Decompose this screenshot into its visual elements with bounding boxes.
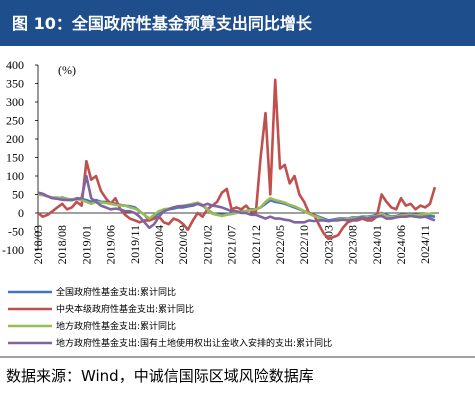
x-tick-label: 2019/01: [79, 225, 93, 264]
source: 数据来源：Wind，中诚信国际区域风险数据库: [6, 367, 314, 385]
y-tick-label: -100: [2, 243, 24, 257]
x-tick-label: 2021/02: [200, 225, 214, 264]
y-tick-label: 150: [6, 151, 24, 165]
x-tick-label: 2021/07: [225, 225, 239, 264]
x-tick-label: 2021/12: [249, 225, 263, 264]
x-tick-label: 2024/01: [370, 225, 384, 264]
y-tick-label: 50: [12, 188, 24, 202]
x-tick-label: 2024/11: [418, 225, 432, 264]
legend-label: 地方政府性基金支出:国有土地使用权出让金收入安排的支出:累计同比: [56, 337, 332, 349]
series-line: [37, 78, 437, 241]
x-tick-label: 2019/06: [104, 225, 118, 264]
legend-label: 地方政府性基金支出:累计同比: [56, 320, 176, 332]
y-tick-label: 250: [6, 114, 24, 128]
legend-label: 中央本级政府性基金支出:累计同比: [56, 303, 194, 315]
y-tick-label: 300: [6, 95, 24, 109]
x-tick-label: 2022/10: [297, 225, 311, 264]
series-line: [37, 174, 436, 230]
y-tick-label: 100: [6, 169, 24, 183]
y-tick-label: 400: [6, 58, 24, 72]
x-tick-label: 2019/11: [128, 225, 142, 264]
chart-title: 图 10：全国政府性基金预算支出同比增长: [12, 14, 313, 33]
x-tick-label: 2022/05: [273, 225, 287, 264]
x-tick-label: 2020/04: [152, 225, 166, 264]
y-axis-label: (%): [58, 63, 76, 77]
y-tick-label: 350: [6, 77, 24, 91]
y-tick-label: -50: [8, 225, 24, 239]
y-tick-label: 0: [18, 206, 24, 220]
x-tick-label: 2020/09: [176, 225, 190, 264]
x-tick-label: 2023/08: [346, 225, 360, 264]
x-tick-label: 2018/03: [31, 225, 45, 264]
legend-label: 全国政府性基金支出:累计同比: [56, 286, 176, 298]
title-bar: [0, 0, 475, 46]
y-tick-label: 200: [6, 132, 24, 146]
x-tick-label: 2018/08: [55, 225, 69, 264]
x-tick-label: 2024/06: [394, 225, 408, 264]
